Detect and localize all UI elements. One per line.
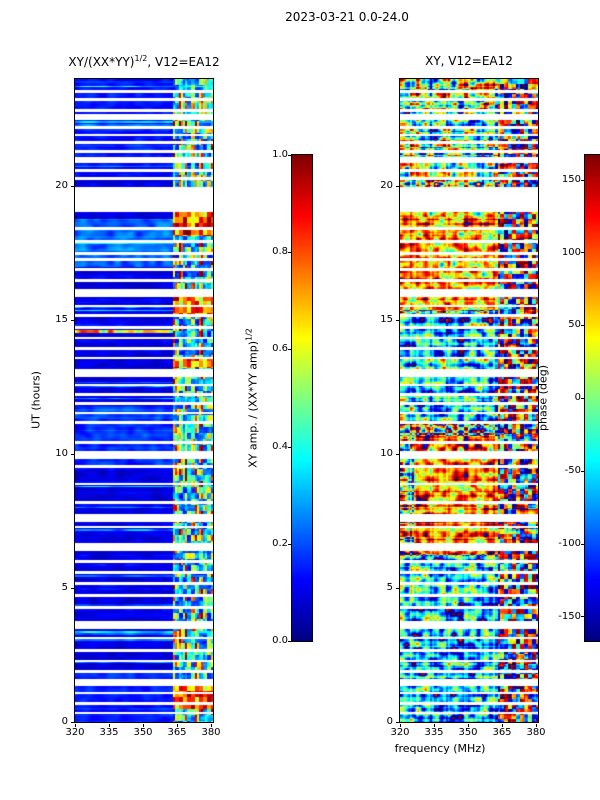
phase-cbar-tick-6: -150 — [558, 611, 581, 622]
left-ytick-0: 0 — [61, 716, 68, 727]
right-xtick-350: 350 — [458, 727, 478, 738]
left-ytick-15: 15 — [55, 314, 68, 325]
amplitude-colorbar-label-base: XY amp. / (XX*YY amp) — [246, 340, 260, 468]
amp-cbar-tick-3: 0.4 — [272, 441, 288, 452]
left-panel-title-sup: 1/2 — [134, 54, 148, 63]
right-panel-title: XY, V12=EA12 — [425, 54, 513, 68]
amplitude-colorbar-canvas — [292, 155, 312, 641]
amplitude-colorbar-label-sup: 1/2 — [244, 328, 254, 341]
right-heatmap-canvas — [400, 79, 538, 722]
x-axis-label: frequency (MHz) — [394, 742, 486, 755]
left-ytick-20: 20 — [55, 180, 68, 191]
phase-colorbar-canvas — [585, 155, 600, 641]
right-xtick-335: 335 — [424, 727, 444, 738]
phase-colorbar — [584, 154, 600, 642]
phase-cbar-tick-3: 0 — [574, 392, 581, 403]
left-xtick-380: 380 — [201, 727, 221, 738]
right-ytick-5: 5 — [386, 582, 393, 593]
amp-cbar-tick-0: 1.0 — [272, 149, 288, 160]
right-ytick-0: 0 — [386, 716, 393, 727]
left-xtick-365: 365 — [167, 727, 187, 738]
phase-cbar-tick-5: -100 — [558, 538, 581, 549]
left-panel-title: XY/(XX*YY)1/2, V12=EA12 — [68, 54, 219, 69]
amp-cbar-tick-1: 0.8 — [272, 246, 288, 257]
y-axis-label: UT (hours) — [29, 371, 43, 429]
left-xtick-335: 335 — [99, 727, 119, 738]
right-ytick-20: 20 — [380, 180, 393, 191]
phase-cbar-tick-4: -50 — [564, 465, 581, 476]
phase-cbar-tick-1: 100 — [561, 247, 581, 258]
amp-cbar-tick-2: 0.6 — [272, 343, 288, 354]
left-heatmap-canvas — [75, 79, 213, 722]
amp-cbar-tick-5: 0.0 — [272, 635, 288, 646]
left-xtick-350: 350 — [133, 727, 153, 738]
amplitude-colorbar-label: XY amp. / (XX*YY amp)1/2 — [245, 328, 260, 468]
left-panel-title-rest: , V12=EA12 — [147, 55, 220, 69]
phase-cbar-tick-0: 150 — [561, 174, 581, 185]
left-heatmap-plot — [74, 78, 214, 723]
right-xtick-365: 365 — [492, 727, 512, 738]
phase-colorbar-label: phase (deg) — [536, 364, 550, 432]
amp-cbar-tick-4: 0.2 — [272, 538, 288, 549]
left-panel-title-base: XY/(XX*YY) — [68, 55, 135, 69]
phase-cbar-tick-2: 50 — [568, 319, 581, 330]
right-heatmap-plot — [399, 78, 539, 723]
right-ytick-15: 15 — [380, 314, 393, 325]
left-ytick-10: 10 — [55, 448, 68, 459]
left-xtick-320: 320 — [65, 727, 85, 738]
right-xtick-380: 380 — [526, 727, 546, 738]
right-ytick-10: 10 — [380, 448, 393, 459]
left-ytick-5: 5 — [61, 582, 68, 593]
right-xtick-320: 320 — [390, 727, 410, 738]
amplitude-colorbar — [291, 154, 313, 642]
figure-title: 2023-03-21 0.0-24.0 — [285, 10, 409, 24]
